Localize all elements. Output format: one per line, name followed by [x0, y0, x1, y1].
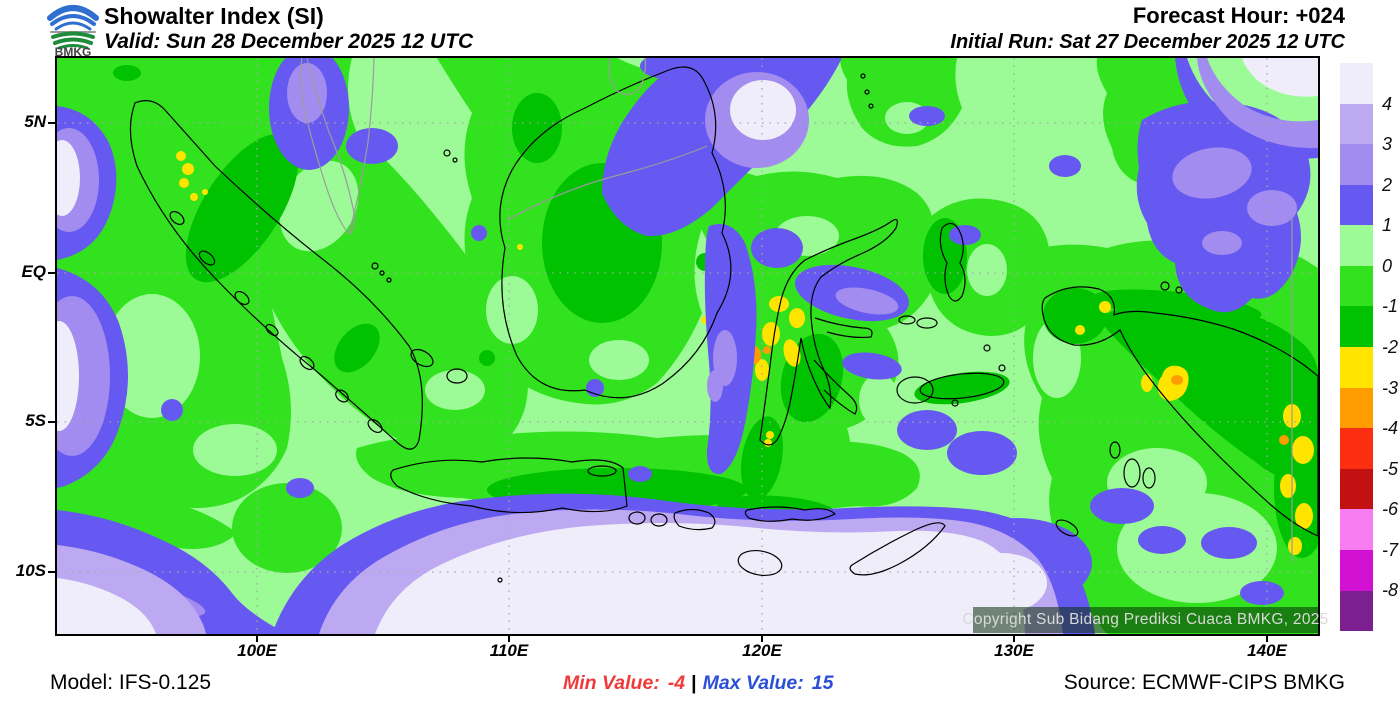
x-axis-tick — [1266, 635, 1268, 642]
legend-swatch — [1340, 387, 1373, 429]
copyright-bar: Copyright Sub Bidang Prediksi Cuaca BMKG… — [962, 607, 1328, 633]
source-label: Source: ECMWF-CIPS BMKG — [1063, 671, 1345, 694]
contour-purple-layer — [57, 58, 1318, 634]
legend-label: -8 — [1382, 580, 1399, 601]
copyright-text: Copyright Sub Bidang Prediksi Cuaca BMKG… — [962, 611, 1329, 628]
legend-swatch — [1340, 468, 1373, 510]
borders-layer — [300, 58, 1293, 563]
legend-label: -4 — [1382, 418, 1399, 439]
min-value: -4 — [667, 672, 686, 694]
legend-swatch — [1340, 184, 1373, 226]
x-axis-label: 100E — [237, 641, 277, 660]
legend-swatch — [1340, 428, 1373, 469]
x-axis-tick — [256, 635, 258, 642]
legend-label: 1 — [1382, 215, 1393, 236]
legend-swatch — [1340, 549, 1373, 591]
initial-run-label: Initial Run: Sat 27 December 2025 12 UTC — [950, 31, 1345, 53]
legend-swatch — [1340, 306, 1373, 348]
legend-swatch — [1340, 144, 1373, 185]
x-axis-tick — [508, 635, 510, 642]
x-axis-label: 110E — [489, 641, 529, 660]
y-axis-label: EQ — [21, 262, 46, 281]
x-axis-tick — [1013, 635, 1015, 642]
forecast-hour-label: Forecast Hour: +024 — [1132, 3, 1345, 28]
bmkg-logo: BMKG — [44, 1, 102, 59]
legend-label: 0 — [1382, 255, 1393, 276]
legend-label: -6 — [1382, 499, 1399, 520]
model-label: Model: IFS-0.125 — [50, 671, 212, 694]
bmkg-logo-text: BMKG — [55, 45, 92, 57]
x-axis-tick — [761, 635, 763, 642]
x-axis-label: 120E — [742, 641, 782, 660]
legend-swatch — [1340, 103, 1373, 145]
minmax-separator: | — [691, 672, 697, 694]
legend-label: -5 — [1382, 458, 1399, 479]
legend-swatch — [1340, 347, 1373, 388]
legend-label: 4 — [1382, 93, 1393, 114]
page-title: Showalter Index (SI) — [104, 3, 324, 29]
map-panel: Copyright Sub Bidang Prediksi Cuaca BMKG… — [55, 56, 1328, 636]
y-axis-label: 5S — [25, 411, 46, 430]
legend-bar — [1340, 63, 1373, 632]
y-axis-label: 5N — [24, 112, 46, 131]
minmax-line: Min Value: -4 | Max Value: 15 — [563, 672, 833, 695]
max-value-label: Max Value: — [702, 672, 804, 694]
contour-yellow-layer — [176, 151, 1314, 555]
legend-swatch — [1340, 225, 1373, 266]
legend-swatch — [1340, 63, 1373, 104]
legend-label: -2 — [1382, 337, 1399, 357]
min-value-label: Min Value: — [563, 672, 660, 694]
legend-label: 3 — [1382, 134, 1393, 155]
legend-label: -1 — [1382, 296, 1399, 317]
legend-swatch — [1340, 590, 1373, 632]
graticule-layer — [57, 58, 1318, 634]
legend-swatch — [1340, 265, 1373, 307]
legend-label: 2 — [1382, 174, 1393, 195]
valid-time-label: Valid: Sun 28 December 2025 12 UTC — [104, 30, 474, 53]
legend-label: -7 — [1382, 539, 1399, 560]
coastlines-layer — [129, 66, 1318, 583]
y-axis-label: 10S — [15, 561, 46, 580]
legend-swatch — [1340, 509, 1373, 550]
x-axis-label: 140E — [1247, 641, 1287, 660]
legend-label: -3 — [1382, 377, 1399, 398]
max-value: 15 — [811, 672, 834, 694]
x-axis-label: 130E — [994, 641, 1034, 660]
contour-dark-green-layer — [113, 65, 1318, 558]
weather-map-svg — [57, 58, 1318, 634]
